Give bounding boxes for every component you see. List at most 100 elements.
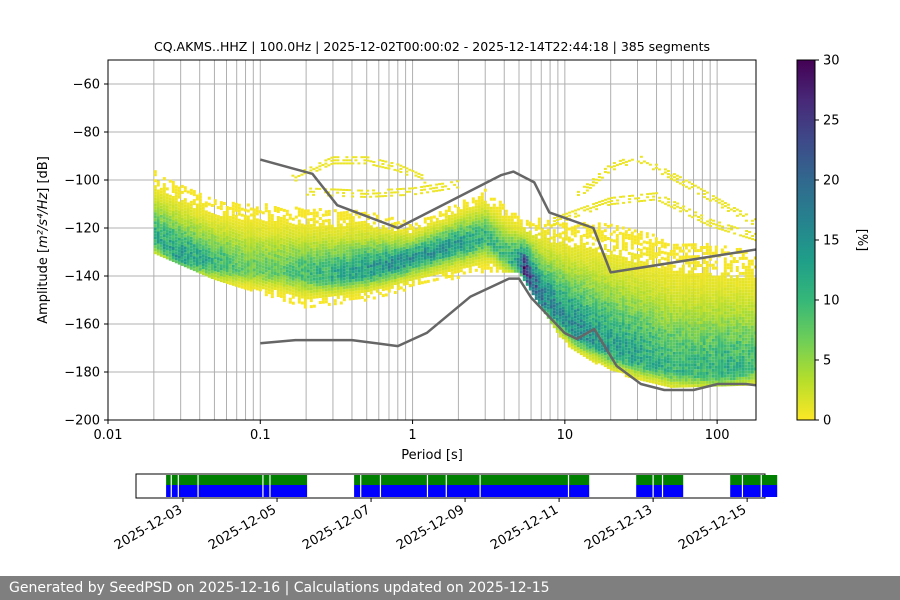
- psd-cell: [324, 297, 328, 301]
- psd-cell: [165, 250, 169, 254]
- psd-cell: [309, 293, 313, 297]
- psd-cell: [468, 255, 472, 259]
- psd-cell: [585, 328, 589, 332]
- psd-cell: [396, 272, 400, 276]
- psd-cell: [216, 275, 220, 279]
- psd-cell: [180, 226, 184, 230]
- psd-cell: [573, 231, 577, 235]
- psd-cell: [621, 358, 625, 362]
- psd-cell: [570, 307, 574, 311]
- psd-cell: [378, 270, 382, 274]
- psd-cell: [348, 288, 352, 292]
- psd-cell: [429, 228, 433, 232]
- psd-cell: [483, 221, 487, 225]
- psd-cell: [564, 261, 568, 265]
- psd-cell: [615, 345, 619, 349]
- psd-cell: [621, 328, 625, 332]
- psd-cell: [600, 260, 604, 264]
- psd-cell: [294, 224, 298, 228]
- psd-cell: [549, 254, 553, 258]
- psd-cell: [666, 294, 670, 298]
- psd-cell: [261, 223, 265, 227]
- psd-cell: [645, 295, 649, 299]
- psd-cell: [333, 239, 337, 243]
- psd-cell: [153, 173, 157, 177]
- psd-cell: [669, 357, 673, 361]
- psd-cell: [189, 239, 193, 243]
- psd-cell: [339, 253, 343, 257]
- psd-cell: [225, 260, 229, 263]
- psd-cell: [348, 234, 352, 238]
- psd-cell: [609, 319, 613, 323]
- psd-cell: [291, 271, 295, 275]
- psd-cell: [552, 283, 556, 287]
- psd-cell: [168, 194, 172, 198]
- psd-cell: [186, 229, 190, 233]
- psd-cell: [210, 249, 214, 252]
- psd-cell: [393, 237, 397, 240]
- psd-cell: [420, 266, 424, 270]
- psd-cell: [216, 221, 220, 225]
- psd-cell: [666, 327, 670, 331]
- psd-cell: [396, 221, 400, 225]
- psd-cell: [168, 212, 172, 216]
- psd-cell: [645, 379, 649, 383]
- psd-cell: [429, 273, 433, 277]
- psd-cell: [189, 221, 193, 225]
- psd-cell: [573, 303, 577, 307]
- psd-cell: [534, 257, 538, 261]
- psd-cell: [171, 259, 175, 262]
- psd-cell: [591, 260, 595, 264]
- psd-cell: [510, 266, 514, 270]
- psd-cell: [303, 302, 307, 306]
- psd-cell: [474, 247, 478, 251]
- psd-cell: [264, 257, 268, 261]
- psd-cell: [621, 310, 625, 314]
- psd-cell: [621, 280, 625, 284]
- psd-cell: [276, 264, 280, 267]
- psd-cell: [213, 244, 217, 248]
- psd-cell: [201, 239, 205, 243]
- psd-cell: [399, 244, 403, 248]
- psd-cell: [390, 252, 394, 256]
- psd-cell: [504, 260, 508, 264]
- psd-cell: [174, 191, 178, 195]
- psd-cell: [447, 233, 451, 236]
- psd-cell: [456, 251, 460, 255]
- psd-cell: [600, 302, 604, 306]
- psd-cell: [597, 312, 601, 316]
- psd-cell: [348, 213, 352, 217]
- psd-cell: [315, 289, 319, 293]
- psd-cell: [612, 266, 616, 270]
- psd-cell: [654, 351, 658, 355]
- psd-cell: [627, 308, 631, 312]
- psd-cell: [168, 239, 172, 243]
- psd-cell: [663, 269, 667, 273]
- psd-cell: [417, 269, 421, 273]
- psd-cell: [594, 286, 598, 290]
- psd-cell: [603, 310, 607, 314]
- psd-cell: [423, 217, 427, 221]
- psd-cell: [432, 266, 436, 270]
- psd-cell: [315, 253, 319, 257]
- psd-cell: [306, 227, 310, 231]
- psd-cell: [177, 204, 181, 208]
- psd-cell: [414, 261, 418, 265]
- psd-cell: [453, 222, 457, 226]
- psd-cell: [153, 236, 157, 240]
- psd-cell: [396, 242, 400, 246]
- psd-cell: [579, 325, 583, 329]
- psd-cell: [621, 247, 625, 251]
- psd-cell: [483, 218, 487, 222]
- psd-cell: [234, 229, 238, 233]
- psd-cell: [414, 222, 418, 226]
- psd-cell: [330, 242, 334, 246]
- psd-cell: [648, 322, 652, 326]
- psd-cell: [630, 306, 634, 310]
- psd-cell: [576, 344, 580, 348]
- psd-cell: [633, 304, 637, 308]
- psd-cell: [642, 246, 646, 250]
- psd-cell: [456, 269, 460, 273]
- psd-cell: [564, 234, 568, 238]
- psd-cell: [495, 215, 499, 219]
